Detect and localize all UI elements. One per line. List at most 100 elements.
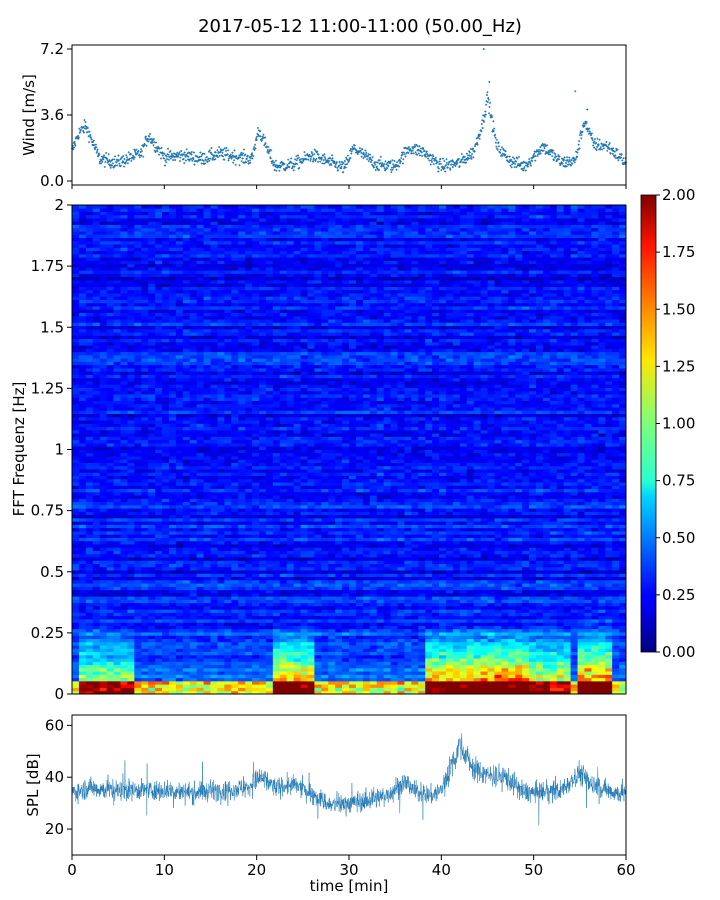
spectrogram-cell [321, 690, 329, 695]
spectrogram-cell [293, 524, 301, 529]
spectrogram-cell [92, 544, 101, 548]
spectrogram-cell [577, 615, 585, 620]
spectrogram-cell [577, 605, 585, 610]
spectrogram-cell [155, 586, 163, 591]
spectrogram-cell [224, 550, 232, 555]
spectrogram-cell [397, 576, 405, 581]
spectrogram-cell [307, 658, 315, 662]
spectrogram-cell [487, 527, 495, 532]
spectrogram-cell [515, 534, 523, 538]
spectrogram-cell [134, 504, 142, 509]
spectrogram-cell [175, 680, 184, 685]
spectrogram-cell [515, 638, 523, 643]
spectrogram-cell [127, 540, 135, 545]
spectrogram-cell [445, 690, 454, 695]
spectrogram-cell [155, 687, 163, 692]
spectrogram-cell [577, 544, 585, 548]
spectrogram-cell [542, 514, 551, 519]
spectrogram-cell [452, 563, 461, 568]
spectrogram-cell [85, 517, 94, 522]
spectrogram-cell [362, 648, 371, 653]
spectrogram-cell [127, 576, 135, 581]
spectrogram-cell [556, 664, 565, 669]
spectrogram-cell [92, 511, 101, 516]
spectrogram-cell [224, 527, 232, 532]
spectrogram-cell [383, 651, 391, 656]
spectrogram-cell [487, 622, 495, 626]
spectrogram-cell [78, 589, 87, 594]
spectrogram-cell [515, 690, 523, 695]
spectrogram-cell [425, 677, 433, 682]
spectrogram-cell [120, 674, 128, 679]
spectrogram-cell [494, 651, 502, 656]
spectrogram-cell [529, 674, 537, 679]
spectrogram-cell [72, 583, 80, 587]
spectrogram-cell [508, 537, 516, 542]
spectrogram-cell [390, 495, 398, 499]
spectrogram-cell [106, 609, 114, 613]
spectrogram-cell [148, 553, 156, 558]
spectrogram-cell [355, 592, 364, 597]
spectrogram-cell [238, 563, 246, 568]
spectrogram-cell [238, 619, 246, 623]
spectrogram-cell [335, 550, 343, 555]
spectrogram-cell [155, 563, 163, 568]
spectrogram-cell [189, 504, 198, 509]
spectrogram-cell [411, 586, 419, 591]
spectrogram-cell [445, 547, 454, 551]
spectrogram-cell [570, 579, 578, 584]
spectrogram-cell [529, 517, 537, 522]
spectrogram-cell [321, 537, 329, 542]
spectrogram-cell [466, 570, 475, 574]
spectrogram-cell [203, 547, 211, 551]
spectrogram-cell [522, 566, 530, 571]
spectrogram-cell [390, 527, 398, 532]
spectrogram-cell [591, 690, 599, 695]
spectrogram-cell [355, 625, 364, 630]
spectrogram-cell [265, 576, 274, 581]
spectrogram-cell [92, 609, 101, 613]
spectrogram-cell [279, 619, 288, 623]
spectrogram-cell [570, 619, 578, 623]
spectrogram-cell [535, 667, 544, 672]
spectrogram-cell [210, 495, 218, 499]
spectrogram-cell [265, 680, 274, 685]
spectrogram-cell [148, 645, 156, 649]
spectrogram-cell [342, 514, 350, 519]
spectrogram-cell [612, 550, 620, 555]
spectrogram-cell [349, 524, 357, 529]
spectrogram-cell [556, 635, 565, 639]
spectrogram-cell [605, 573, 613, 578]
spectrogram-cell [529, 690, 537, 695]
spectrogram-cell [168, 654, 177, 659]
spectrogram-cell [265, 566, 274, 571]
spectrogram-cell [411, 596, 419, 600]
spectrogram-cell [452, 589, 461, 594]
spectrogram-cell [321, 534, 329, 538]
spectrogram-cell [459, 658, 468, 662]
spectrogram-cell [113, 560, 121, 564]
spectrogram-cell [501, 583, 509, 587]
spectrogram-cell [258, 684, 267, 688]
spectrogram-cell [321, 654, 329, 659]
spectrogram-cell [148, 579, 156, 584]
spectrogram-cell [293, 599, 301, 604]
spectrogram-cell [182, 671, 191, 675]
spectrogram-cell [577, 602, 585, 607]
spectrogram-cell [598, 521, 606, 525]
spectrogram-cell [286, 550, 294, 555]
spectrogram-cell [487, 557, 495, 561]
spectrogram-cell [508, 651, 516, 656]
spectrogram-cell [120, 667, 128, 672]
spectrogram-cell [203, 527, 211, 532]
spectrogram-cell [127, 527, 135, 532]
spectrogram-cell [349, 671, 357, 675]
spectrogram-cell [279, 537, 288, 542]
spectrogram-cell [439, 540, 447, 545]
spectrogram-cell [480, 671, 488, 675]
spectrogram-cell [155, 583, 163, 587]
spectrogram-cell [113, 648, 121, 653]
spectrogram-cell [362, 687, 371, 692]
spectrogram-cell [92, 547, 101, 551]
spectrogram-cell [300, 619, 308, 623]
